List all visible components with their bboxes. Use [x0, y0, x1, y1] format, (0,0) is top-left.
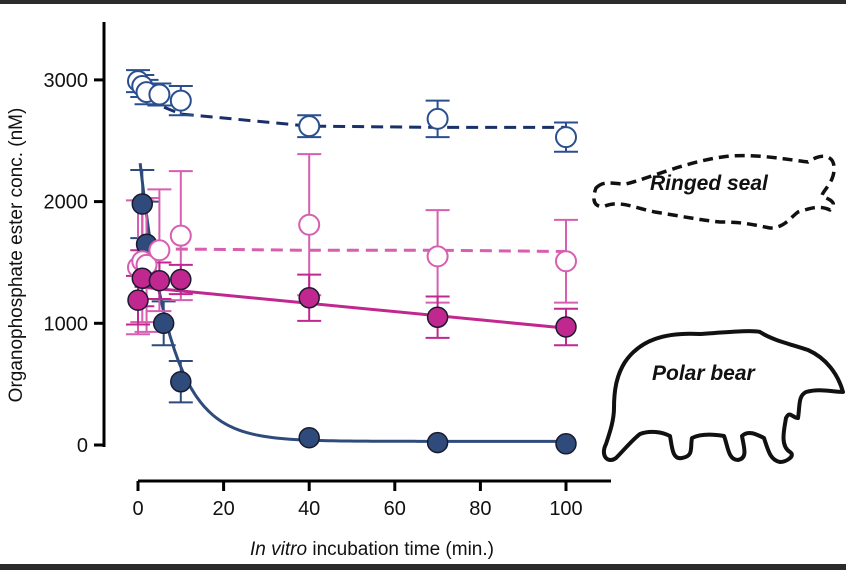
data-point [152, 312, 175, 335]
polar-bear-label: Polar bear [652, 362, 757, 385]
data-points [127, 70, 577, 455]
y-tick-label: 1000 [44, 313, 89, 335]
bottom-border [0, 564, 846, 570]
data-point [298, 213, 321, 236]
data-point [148, 239, 171, 262]
data-point [148, 83, 171, 106]
data-point [426, 107, 449, 130]
x-axis-title: In vitro incubation time (min.) [250, 539, 494, 560]
y-tick-label: 2000 [44, 192, 89, 214]
x-tick-label: 0 [132, 498, 143, 520]
y-tick-label: 3000 [44, 70, 89, 92]
data-point [298, 286, 320, 309]
ringed-seal-icon: Ringed seal [592, 153, 836, 230]
polar-bear-icon: Polar bear [601, 329, 845, 464]
x-tick-label: 20 [212, 498, 234, 520]
data-point [426, 431, 449, 454]
data-point [131, 193, 154, 215]
x-ticks: 0 20 40 60 80 100 [132, 481, 583, 520]
error-bars [126, 69, 578, 404]
data-point [555, 433, 577, 455]
data-point [555, 316, 577, 338]
data-point [170, 370, 192, 393]
data-point [169, 224, 192, 247]
top-border [0, 0, 846, 4]
data-point [555, 126, 577, 149]
y-ticks: 0 1000 2000 3000 [44, 70, 104, 457]
data-point [298, 115, 321, 138]
x-tick-label: 40 [298, 498, 320, 520]
fit-lines [136, 80, 567, 443]
data-point [298, 426, 320, 449]
y-tick-label: 0 [77, 435, 88, 457]
data-point [170, 268, 192, 291]
data-point [148, 269, 171, 292]
ringed-seal-label: Ringed seal [650, 172, 769, 195]
axes [102, 22, 611, 483]
x-tick-label: 80 [469, 498, 491, 520]
fit-line [138, 163, 564, 443]
x-axis-title-italic: In vitro [250, 539, 307, 560]
data-point [127, 289, 149, 311]
fit-line [136, 80, 566, 129]
data-point [555, 250, 577, 273]
y-axis-title: Organophosphate ester conc. (nM) [6, 108, 27, 403]
fit-line [137, 285, 567, 330]
x-tick-label: 60 [384, 498, 406, 520]
x-tick-label: 100 [549, 498, 582, 520]
x-axis-title-rest: incubation time (min.) [307, 539, 494, 560]
fit-line [138, 246, 567, 253]
data-point [169, 89, 192, 112]
data-point [426, 245, 449, 268]
data-point [426, 306, 449, 328]
